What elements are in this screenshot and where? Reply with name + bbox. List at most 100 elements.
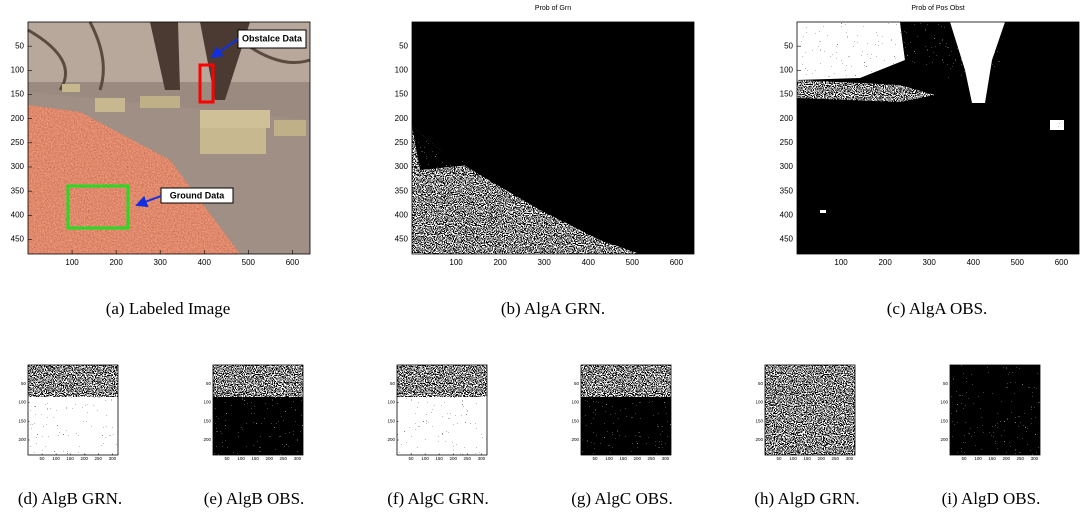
y-tick-label: 350 xyxy=(780,186,794,195)
x-tick-label: 250 xyxy=(464,456,472,461)
y-tick-label: 50 xyxy=(758,381,764,386)
y-tick-label: 150 xyxy=(571,418,579,423)
y-tick-label: 200 xyxy=(18,437,26,442)
x-tick-label: 100 xyxy=(974,456,982,461)
x-tick-label: 150 xyxy=(66,456,74,461)
y-tick-label: 200 xyxy=(11,114,25,123)
x-tick-label: 400 xyxy=(967,258,981,267)
y-tick-label: 300 xyxy=(11,162,25,171)
y-tick-label: 200 xyxy=(755,437,763,442)
x-tick-label: 200 xyxy=(878,258,892,267)
x-tick-label: 600 xyxy=(286,258,300,267)
y-tick-label: 100 xyxy=(395,65,409,74)
y-tick-label: 450 xyxy=(395,235,409,244)
caption: (b) AlgA GRN. xyxy=(501,299,605,318)
x-tick-label: 100 xyxy=(421,456,429,461)
x-tick-label: 200 xyxy=(265,456,273,461)
y-tick-label: 100 xyxy=(18,400,26,405)
annotation-label: Obstalce Data xyxy=(242,33,303,43)
caption: (c) AlgA OBS. xyxy=(887,299,988,318)
x-tick-label: 100 xyxy=(52,456,60,461)
y-tick-label: 400 xyxy=(780,210,794,219)
y-tick-label: 100 xyxy=(780,65,794,74)
x-tick-label: 150 xyxy=(619,456,627,461)
obstacle-probability-image xyxy=(797,22,1079,254)
y-tick-label: 450 xyxy=(780,235,794,244)
y-tick-label: 300 xyxy=(395,162,409,171)
x-tick-label: 50 xyxy=(777,456,783,461)
x-tick-label: 200 xyxy=(109,258,123,267)
x-tick-label: 500 xyxy=(1011,258,1025,267)
annotation-label: Ground Data xyxy=(170,190,225,200)
caption: (a) Labeled Image xyxy=(106,299,231,318)
y-tick-label: 200 xyxy=(571,437,579,442)
x-tick-label: 100 xyxy=(449,258,463,267)
x-tick-label: 200 xyxy=(493,258,507,267)
caption: (e) AlgB OBS. xyxy=(204,489,305,508)
x-tick-label: 300 xyxy=(923,258,937,267)
y-tick-label: 350 xyxy=(395,186,409,195)
panel-title: Prob of Grn xyxy=(535,5,571,12)
y-tick-label: 200 xyxy=(387,437,395,442)
x-tick-label: 300 xyxy=(294,456,302,461)
x-tick-label: 200 xyxy=(449,456,457,461)
panel-title: Prob of Pos Obst xyxy=(911,5,964,12)
x-tick-label: 200 xyxy=(1002,456,1010,461)
x-tick-label: 300 xyxy=(478,456,486,461)
small-images xyxy=(28,365,1040,455)
caption: (d) AlgB GRN. xyxy=(18,489,122,508)
x-tick-label: 150 xyxy=(988,456,996,461)
y-tick-label: 100 xyxy=(755,400,763,405)
caption: (h) AlgD GRN. xyxy=(754,489,859,508)
x-tick-label: 300 xyxy=(154,258,168,267)
y-tick-label: 150 xyxy=(780,90,794,99)
x-tick-label: 150 xyxy=(435,456,443,461)
y-tick-label: 150 xyxy=(18,418,26,423)
y-tick-label: 250 xyxy=(780,138,794,147)
x-tick-label: 100 xyxy=(65,258,79,267)
x-tick-label: 50 xyxy=(962,456,968,461)
y-tick-label: 200 xyxy=(203,437,211,442)
x-tick-label: 300 xyxy=(1031,456,1039,461)
y-tick-label: 100 xyxy=(11,65,25,74)
y-tick-label: 50 xyxy=(21,381,27,386)
x-tick-label: 600 xyxy=(1055,258,1069,267)
y-tick-label: 150 xyxy=(755,418,763,423)
y-tick-label: 200 xyxy=(395,114,409,123)
y-tick-label: 400 xyxy=(11,210,25,219)
x-tick-label: 50 xyxy=(225,456,231,461)
y-tick-label: 50 xyxy=(390,381,396,386)
y-tick-label: 150 xyxy=(387,418,395,423)
x-tick-label: 100 xyxy=(789,456,797,461)
y-tick-label: 450 xyxy=(11,235,25,244)
y-tick-label: 50 xyxy=(784,41,793,50)
figure: Obstalce Data Ground Data 100 200 300 400 50… xyxy=(0,0,1084,521)
y-tick-label: 400 xyxy=(395,210,409,219)
y-tick-label: 300 xyxy=(780,162,794,171)
x-tick-label: 250 xyxy=(1017,456,1025,461)
labeled-image: Obstalce Data Ground Data xyxy=(28,22,310,254)
x-tick-label: 50 xyxy=(593,456,599,461)
y-tick-label: 50 xyxy=(15,41,24,50)
y-tick-label: 200 xyxy=(940,437,948,442)
x-tick-label: 100 xyxy=(834,258,848,267)
x-tick-label: 300 xyxy=(846,456,854,461)
y-tick-label: 100 xyxy=(387,400,395,405)
y-tick-label: 50 xyxy=(574,381,580,386)
x-tick-label: 400 xyxy=(582,258,596,267)
y-tick-label: 100 xyxy=(571,400,579,405)
x-tick-label: 150 xyxy=(251,456,259,461)
caption: (f) AlgC GRN. xyxy=(387,489,489,508)
y-tick-label: 350 xyxy=(11,186,25,195)
x-tick-label: 500 xyxy=(242,258,256,267)
x-tick-label: 600 xyxy=(670,258,684,267)
y-tick-label: 250 xyxy=(11,138,25,147)
ground-probability-image xyxy=(412,22,694,254)
y-tick-label: 250 xyxy=(395,138,409,147)
x-tick-label: 300 xyxy=(662,456,670,461)
x-tick-label: 250 xyxy=(280,456,288,461)
y-tick-label: 50 xyxy=(206,381,212,386)
caption: (i) AlgD OBS. xyxy=(942,489,1041,508)
x-tick-label: 150 xyxy=(803,456,811,461)
x-tick-label: 100 xyxy=(605,456,613,461)
